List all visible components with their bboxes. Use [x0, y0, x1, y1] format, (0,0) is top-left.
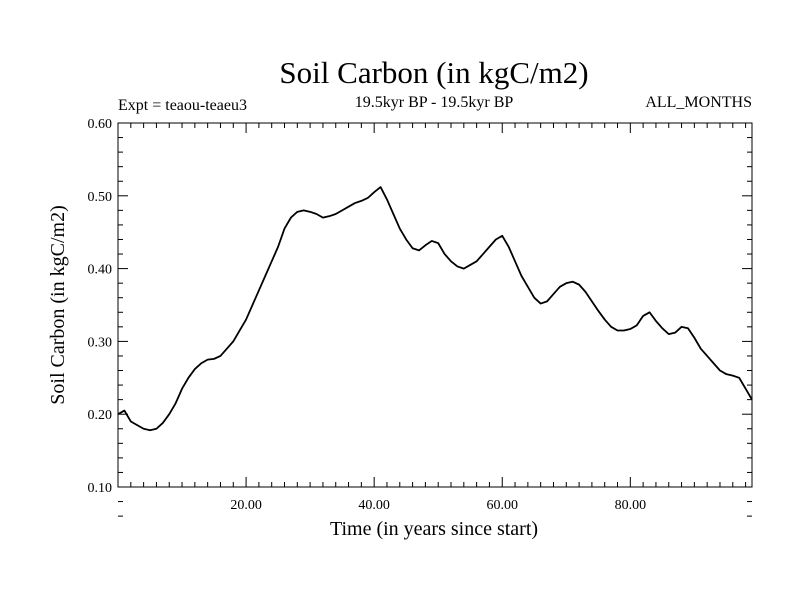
chart-title: Soil Carbon (in kgC/m2): [279, 55, 588, 90]
y-tick-label: 0.10: [88, 481, 113, 496]
x-axis-label: Time (in years since start): [330, 518, 538, 540]
y-tick-label: 0.50: [88, 190, 113, 205]
y-tick-label: 0.30: [88, 335, 113, 350]
experiment-label: Expt = teaou-teaeu3: [118, 97, 247, 114]
y-tick-label: 0.40: [88, 263, 113, 278]
y-axis-label: Soil Carbon (in kgC/m2): [47, 205, 69, 404]
y-tick-label: 0.20: [88, 408, 113, 423]
x-tick-label: 40.00: [358, 498, 390, 513]
period-label: 19.5kyr BP - 19.5kyr BP: [355, 94, 514, 111]
months-label: ALL_MONTHS: [645, 94, 752, 111]
x-tick-label: 80.00: [615, 498, 647, 513]
x-tick-label: 20.00: [230, 498, 262, 513]
series-line-soil-carbon: [117, 186, 753, 432]
axis-tick-labels: 20.00 40.00 60.00 80.00 0.10 0.20 0.30 0.40 0.50…: [88, 117, 647, 513]
axis-ticks: [118, 122, 752, 517]
x-tick-label: 60.00: [486, 498, 518, 513]
plot-frame: [117, 122, 753, 488]
y-tick-label: 0.60: [88, 117, 113, 132]
